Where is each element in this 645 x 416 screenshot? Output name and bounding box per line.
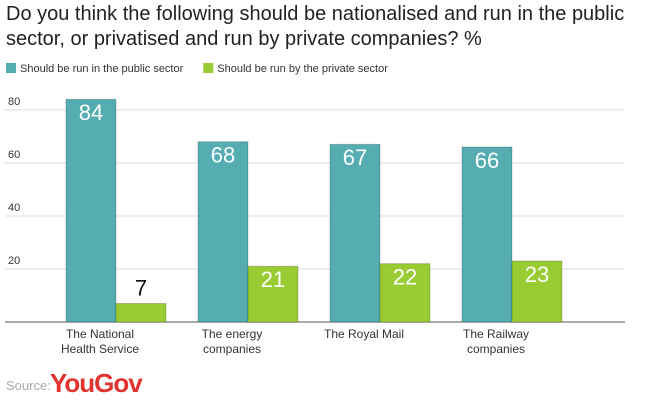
value-label: 21 <box>261 267 285 292</box>
legend-label: Should be run by the private sector <box>217 63 388 75</box>
bar <box>247 265 299 323</box>
y-tick-label: 80 <box>8 96 20 108</box>
bar <box>461 146 513 323</box>
bar <box>379 263 431 323</box>
legend-swatch <box>203 63 214 73</box>
bar <box>65 98 117 323</box>
x-tick-label: The National Health Service <box>60 327 140 356</box>
legend-swatch <box>6 63 16 73</box>
bar <box>197 141 249 323</box>
x-tick-label: The Railway companies <box>462 327 530 356</box>
value-label: 66 <box>475 148 499 173</box>
legend-label: Should be run in the public sector <box>20 63 184 75</box>
bar <box>329 143 381 323</box>
y-tick-label: 20 <box>8 255 20 267</box>
logo: YouGov <box>50 368 143 398</box>
y-tick-label: 60 <box>8 149 20 161</box>
chart-title: Do you think the following should be nat… <box>6 3 625 50</box>
value-label: 22 <box>393 264 417 289</box>
value-label: 23 <box>525 262 549 287</box>
bar <box>511 260 563 323</box>
value-label: 84 <box>79 100 103 125</box>
value-label: 68 <box>211 143 235 168</box>
value-label: 67 <box>343 145 367 170</box>
y-tick-label: 40 <box>8 202 20 214</box>
bar <box>115 302 167 323</box>
source: Source: <box>6 378 51 393</box>
x-tick-label: The Royal Mail <box>323 327 405 341</box>
x-tick-label: The energy companies <box>201 327 263 356</box>
value-label: 7 <box>135 275 147 300</box>
